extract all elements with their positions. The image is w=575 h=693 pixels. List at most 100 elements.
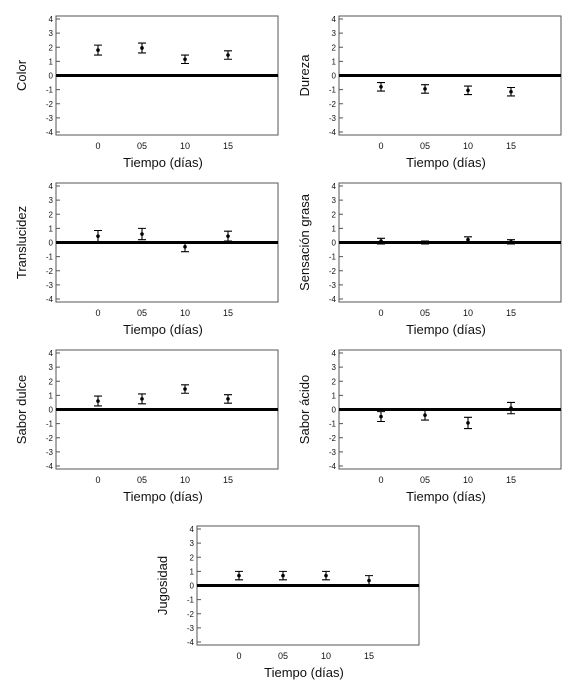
data-point <box>324 573 328 578</box>
data-point <box>140 397 144 401</box>
y-tick-label: -3 <box>187 624 195 633</box>
y-tick-label: 4 <box>49 182 54 191</box>
x-tick-label: 15 <box>223 475 233 485</box>
y-axis-label: Color <box>14 59 29 91</box>
chart-panel-3: -4 -3 -2 -1 0 1 2 3 4 0 05 10 15 Tiempo (días) Translu… <box>14 182 279 337</box>
y-tick-label: -3 <box>46 448 54 457</box>
y-tick-label: 3 <box>332 29 337 38</box>
data-point <box>466 237 470 242</box>
data-point <box>423 87 427 91</box>
y-axis-label: Jugosidad <box>155 556 170 615</box>
data-point <box>466 421 470 425</box>
y-tick-label: -2 <box>46 100 54 109</box>
y-tick-label: -1 <box>329 253 337 262</box>
x-axis-label: Tiempo (días) <box>123 322 203 337</box>
x-tick-label: 15 <box>506 475 516 485</box>
y-tick-label: 0 <box>49 72 54 81</box>
data-point <box>379 239 383 243</box>
y-tick-label: 1 <box>49 57 54 66</box>
x-tick-label: 05 <box>137 308 147 318</box>
x-tick-label: 0 <box>95 141 100 151</box>
y-tick-label: 3 <box>190 539 195 548</box>
y-tick-label: 3 <box>332 363 337 372</box>
data-point <box>423 240 427 245</box>
x-tick-label: 10 <box>180 475 190 485</box>
y-tick-label: -4 <box>46 295 54 304</box>
data-point <box>96 48 100 52</box>
data-point <box>183 244 187 249</box>
x-tick-label: 10 <box>180 141 190 151</box>
y-axis-label: Dureza <box>297 54 312 97</box>
y-axis-label: Sabor dulce <box>14 375 29 444</box>
data-point <box>281 573 285 578</box>
y-tick-label: 2 <box>49 43 54 52</box>
x-tick-label: 0 <box>378 308 383 318</box>
data-point <box>379 414 383 419</box>
x-axis-label: Tiempo (días) <box>123 489 203 504</box>
y-tick-label: -3 <box>329 281 337 290</box>
y-tick-label: 4 <box>332 182 337 191</box>
data-point <box>226 53 230 57</box>
x-tick-label: 10 <box>321 651 331 661</box>
y-tick-label: -2 <box>187 610 195 619</box>
data-point <box>140 232 144 236</box>
y-tick-label: 4 <box>49 15 54 24</box>
y-tick-label: 1 <box>332 391 337 400</box>
x-tick-label: 05 <box>420 475 430 485</box>
data-point <box>509 239 513 244</box>
chart-panel-7: -4 -3 -2 -1 0 1 2 3 4 0 05 10 15 Tiempo (días) Jugosid… <box>155 525 420 680</box>
x-tick-label: 15 <box>223 141 233 151</box>
data-point <box>226 234 230 238</box>
y-tick-label: 2 <box>332 43 337 52</box>
data-point <box>466 88 470 93</box>
data-point <box>379 85 383 89</box>
x-tick-label: 05 <box>420 141 430 151</box>
y-tick-label: -4 <box>46 128 54 137</box>
x-tick-label: 15 <box>364 651 374 661</box>
y-tick-label: -4 <box>46 462 54 471</box>
data-point <box>96 234 100 238</box>
x-axis-label: Tiempo (días) <box>123 155 203 170</box>
data-point <box>183 387 187 391</box>
y-tick-label: -4 <box>329 462 337 471</box>
y-tick-label: -2 <box>329 100 337 109</box>
x-tick-label: 10 <box>463 475 473 485</box>
x-tick-label: 05 <box>278 651 288 661</box>
y-tick-label: 0 <box>332 72 337 81</box>
y-tick-label: 3 <box>49 196 54 205</box>
chart-panel-4: -4 -3 -2 -1 0 1 2 3 4 0 05 10 15 Tiempo (días) Sensaci… <box>297 182 562 337</box>
x-tick-label: 15 <box>506 308 516 318</box>
y-axis-label: Sensación grasa <box>297 193 312 291</box>
x-tick-label: 0 <box>378 475 383 485</box>
chart-panel-5: -4 -3 -2 -1 0 1 2 3 4 0 05 10 15 Tiempo (días) Sabor d… <box>14 349 279 504</box>
y-tick-label: 4 <box>190 525 195 534</box>
y-tick-label: 1 <box>49 224 54 233</box>
y-tick-label: -4 <box>329 128 337 137</box>
y-tick-label: 4 <box>332 15 337 24</box>
x-tick-label: 05 <box>137 141 147 151</box>
y-tick-label: 2 <box>49 210 54 219</box>
chart-panel-1: -4 -3 -2 -1 0 1 2 3 4 0 05 10 15 Tiempo (días) Color <box>14 15 279 170</box>
y-tick-label: 3 <box>49 363 54 372</box>
y-tick-label: -1 <box>329 86 337 95</box>
y-axis-label: Sabor ácido <box>297 375 312 444</box>
y-tick-label: -1 <box>46 86 54 95</box>
x-axis-label: Tiempo (días) <box>406 155 486 170</box>
y-tick-label: 4 <box>332 349 337 358</box>
y-axis-label: Translucidez <box>14 206 29 279</box>
x-axis-label: Tiempo (días) <box>264 665 344 680</box>
y-tick-label: 1 <box>332 57 337 66</box>
y-tick-label: -1 <box>329 420 337 429</box>
y-tick-label: 2 <box>332 210 337 219</box>
y-tick-label: 1 <box>49 391 54 400</box>
y-tick-label: -1 <box>46 420 54 429</box>
data-point <box>509 89 513 94</box>
y-tick-label: 1 <box>332 224 337 233</box>
y-tick-label: 0 <box>49 406 54 415</box>
x-axis-label: Tiempo (días) <box>406 489 486 504</box>
y-tick-label: -2 <box>329 267 337 276</box>
x-tick-label: 10 <box>463 141 473 151</box>
y-tick-label: 2 <box>190 553 195 562</box>
data-point <box>96 399 100 403</box>
y-tick-label: 0 <box>190 582 195 591</box>
